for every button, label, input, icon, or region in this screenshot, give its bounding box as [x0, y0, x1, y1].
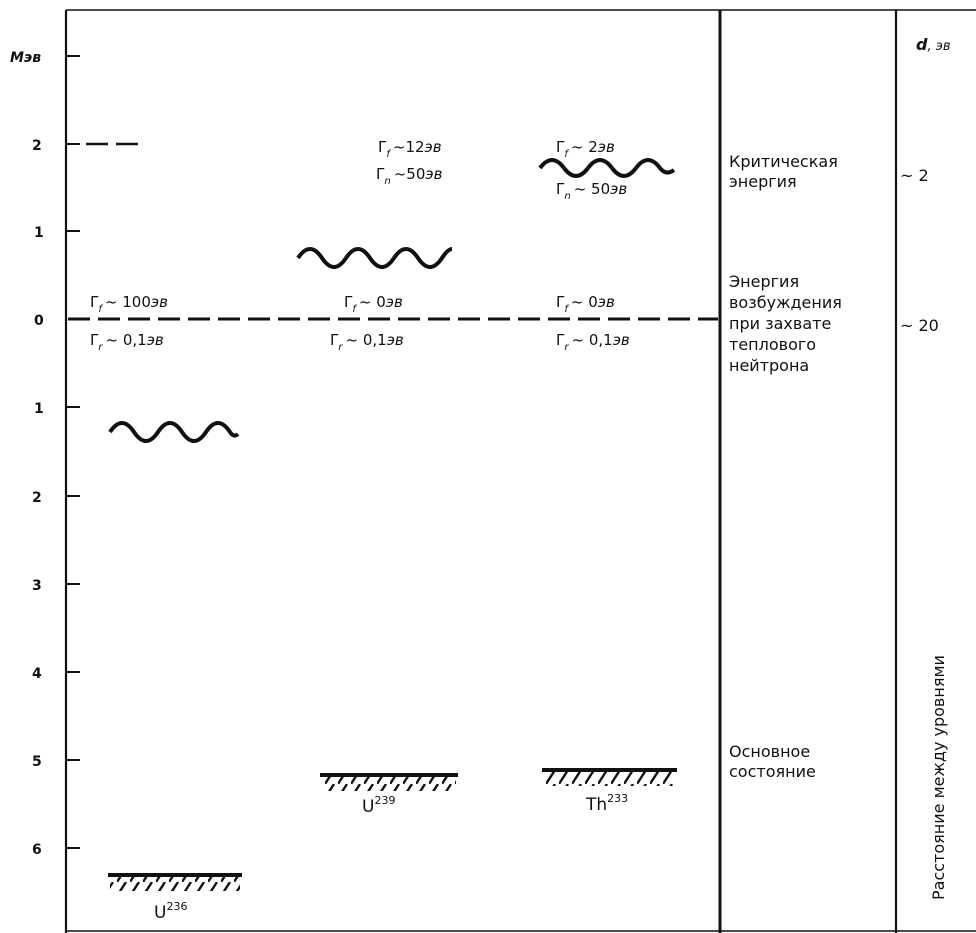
isotope-mass: 233	[607, 792, 628, 805]
gamma-value: ~ 2	[571, 138, 598, 156]
th233-gamma-r: Γr ~ 0,1эв	[556, 331, 630, 353]
gamma-unit: эв	[151, 293, 168, 311]
gamma-unit: эв	[387, 331, 404, 349]
isotope-symbol: U	[362, 797, 374, 817]
tick-label: 0	[34, 313, 44, 329]
u239-label: U239	[362, 794, 395, 817]
axis-ticks	[66, 55, 80, 849]
gamma-unit: эв	[425, 138, 442, 156]
gamma-unit: эв	[147, 331, 164, 349]
ground-hatch	[544, 772, 675, 786]
th233-gamma-f: Γf ~ 0эв	[556, 293, 615, 315]
label-line: при захвате	[729, 314, 831, 333]
u239-gamma-f: Γf ~ 0эв	[344, 293, 403, 315]
th233-gamma-f-upper: Γf ~ 2эв	[556, 138, 615, 160]
isotope-symbol: U	[154, 903, 166, 923]
spacing-value-critical: ~ 2	[900, 166, 929, 185]
spacing-vertical-caption: Расстояние между уровнями	[929, 655, 948, 900]
u239-fission-barrier-wavy-line	[296, 247, 453, 269]
tick-label: 2	[32, 490, 42, 506]
tick-label: 5	[32, 754, 42, 770]
gamma-value: ~ 0,1	[105, 331, 146, 349]
gamma-symbol: Γ	[556, 180, 565, 198]
gamma-symbol: Γ	[330, 331, 339, 349]
label-line: Основное	[729, 742, 810, 761]
gamma-unit: эв	[598, 138, 615, 156]
axis-unit-label: Мэв	[10, 50, 41, 66]
label-line: Энергия	[729, 272, 799, 291]
critical-energy-label: Критическая энергия	[729, 152, 838, 191]
label-line: энергия	[729, 172, 797, 191]
ground-state-u239	[320, 773, 458, 791]
gamma-symbol: Γ	[378, 138, 387, 156]
label-line: теплового	[729, 335, 816, 354]
gamma-unit: эв	[598, 293, 615, 311]
u239-gamma-n-upper: Γn ~50эв	[376, 165, 443, 187]
gamma-value: ~ 0	[359, 293, 386, 311]
gamma-symbol: Γ	[344, 293, 353, 311]
gamma-symbol: Γ	[90, 293, 99, 311]
gamma-subscript: f	[386, 149, 391, 160]
gamma-symbol: Γ	[556, 293, 565, 311]
gamma-symbol: Γ	[90, 331, 99, 349]
spacing-unit: , эв	[927, 39, 950, 54]
gamma-value: ~ 100	[105, 293, 151, 311]
gamma-subscript: f	[564, 149, 569, 160]
tick-label: 6	[32, 842, 42, 858]
isotope-mass: 239	[374, 794, 395, 807]
label-line: Критическая	[729, 152, 838, 171]
gamma-subscript: r	[98, 342, 103, 353]
gamma-subscript: n	[564, 191, 570, 202]
u236-fission-barrier-wavy-line	[108, 421, 240, 443]
diagram-frame	[64, 9, 976, 933]
ground-state-label: Основное состояние	[729, 742, 816, 781]
spacing-header: d, эв	[916, 35, 951, 54]
isotope-mass: 236	[166, 900, 187, 913]
gamma-unit: эв	[613, 331, 630, 349]
gamma-symbol: Γ	[556, 331, 565, 349]
tick-label: 1	[34, 401, 44, 417]
ground-state-th233	[542, 768, 677, 786]
excitation-energy-label: Энергия возбуждения при захвате тепловог…	[729, 272, 842, 375]
ground-hatch	[110, 877, 240, 891]
ground-state-u236	[108, 873, 242, 891]
tick-label: 3	[32, 578, 42, 594]
u236-label: U236	[154, 900, 187, 923]
label-line: нейтрона	[729, 356, 809, 375]
gamma-value: ~ 0,1	[345, 331, 386, 349]
u236-gamma-r: Γr ~ 0,1эв	[90, 331, 164, 353]
gamma-symbol: Γ	[376, 165, 385, 183]
isotope-symbol: Th	[585, 795, 607, 815]
spacing-value-excitation: ~ 20	[900, 316, 939, 335]
gamma-subscript: f	[98, 304, 103, 315]
ground-hatch	[322, 777, 456, 791]
label-line: возбуждения	[729, 293, 842, 312]
gamma-symbol: Γ	[556, 138, 565, 156]
spacing-symbol: d	[916, 35, 928, 54]
tick-label: 1	[34, 225, 44, 241]
gamma-value: ~50	[394, 165, 426, 183]
gamma-value: ~ 0,1	[571, 331, 612, 349]
gamma-value: ~12	[393, 138, 425, 156]
u239-gamma-f-upper: Γf ~12эв	[378, 138, 442, 160]
th233-fission-barrier-wavy-line	[538, 158, 676, 178]
tick-label: 4	[32, 666, 42, 682]
u236-gamma-f: Γf ~ 100эв	[90, 293, 168, 315]
gamma-subscript: r	[564, 342, 569, 353]
gamma-subscript: f	[564, 304, 569, 315]
th233-gamma-n-upper: Γn ~ 50эв	[556, 180, 627, 202]
u239-gamma-r: Γr ~ 0,1эв	[330, 331, 404, 353]
gamma-unit: эв	[425, 165, 442, 183]
gamma-subscript: r	[338, 342, 343, 353]
th233-label: Th233	[585, 792, 628, 815]
gamma-unit: эв	[610, 180, 627, 198]
gamma-subscript: n	[384, 176, 390, 187]
label-line: состояние	[729, 762, 816, 781]
gamma-unit: эв	[386, 293, 403, 311]
gamma-value: ~ 0	[571, 293, 598, 311]
tick-label: 2	[32, 138, 42, 154]
gamma-subscript: f	[352, 304, 357, 315]
gamma-value: ~ 50	[574, 180, 610, 198]
